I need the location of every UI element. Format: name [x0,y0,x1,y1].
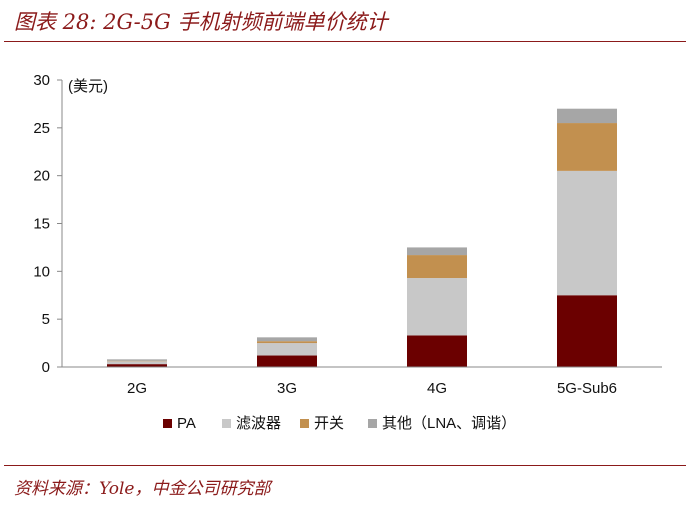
y-tick-label: 5 [42,311,50,328]
bar-segment-2-4 [557,170,617,296]
y-tick-label: 15 [33,216,50,233]
legend-swatch [163,419,172,428]
source-note: 资料来源：Yole，中金公司研究部 [14,479,271,499]
legend-swatch [368,419,377,428]
legend-label: 开关 [314,415,344,432]
x-tick-label: 4G [427,380,447,397]
bar-segment-4-4 [557,108,617,124]
bar-segment-2-1 [107,361,167,365]
bar-segment-4-1 [107,359,167,361]
legend-label: 滤波器 [236,415,281,432]
bar-segment-3-2 [257,341,317,344]
x-tick-label: 5G-Sub6 [557,380,617,397]
y-tick-label: 10 [33,263,50,280]
bar-segment-2-3 [407,278,467,336]
bar-segment-1-2 [257,355,317,367]
title-divider [4,41,686,42]
source-divider [4,465,686,466]
y-tick-label: 0 [42,359,50,376]
stacked-bar-chart: 0 5 10 15 20 25 30 (美元) 2G 3G 4G 5G-Sub6 PA 滤波器 开关 其他（L… [33,72,662,432]
bar-segment-1-1 [107,364,167,367]
y-tick-label: 25 [33,120,50,137]
legend-label: 其他（LNA、调谐） [382,415,516,432]
bar-segment-3-4 [557,123,617,171]
figure-title: 图表 28: 2G-5G 手机射频前端单价统计 [14,10,388,34]
legend-swatch [300,419,309,428]
x-tick-label: 3G [277,380,297,397]
x-tick-label: 2G [127,380,147,397]
bar-segment-1-3 [407,335,467,367]
bar-segment-1-4 [557,295,617,367]
bar-segment-4-3 [407,247,467,256]
y-tick-label: 20 [33,168,50,185]
bar-segment-2-2 [257,343,317,356]
y-unit-label: (美元) [68,78,108,95]
bar-segment-3-3 [407,255,467,279]
bar-segment-4-2 [257,337,317,342]
y-tick-label: 30 [33,72,50,89]
legend-swatch [222,419,231,428]
legend-label: PA [177,415,196,432]
